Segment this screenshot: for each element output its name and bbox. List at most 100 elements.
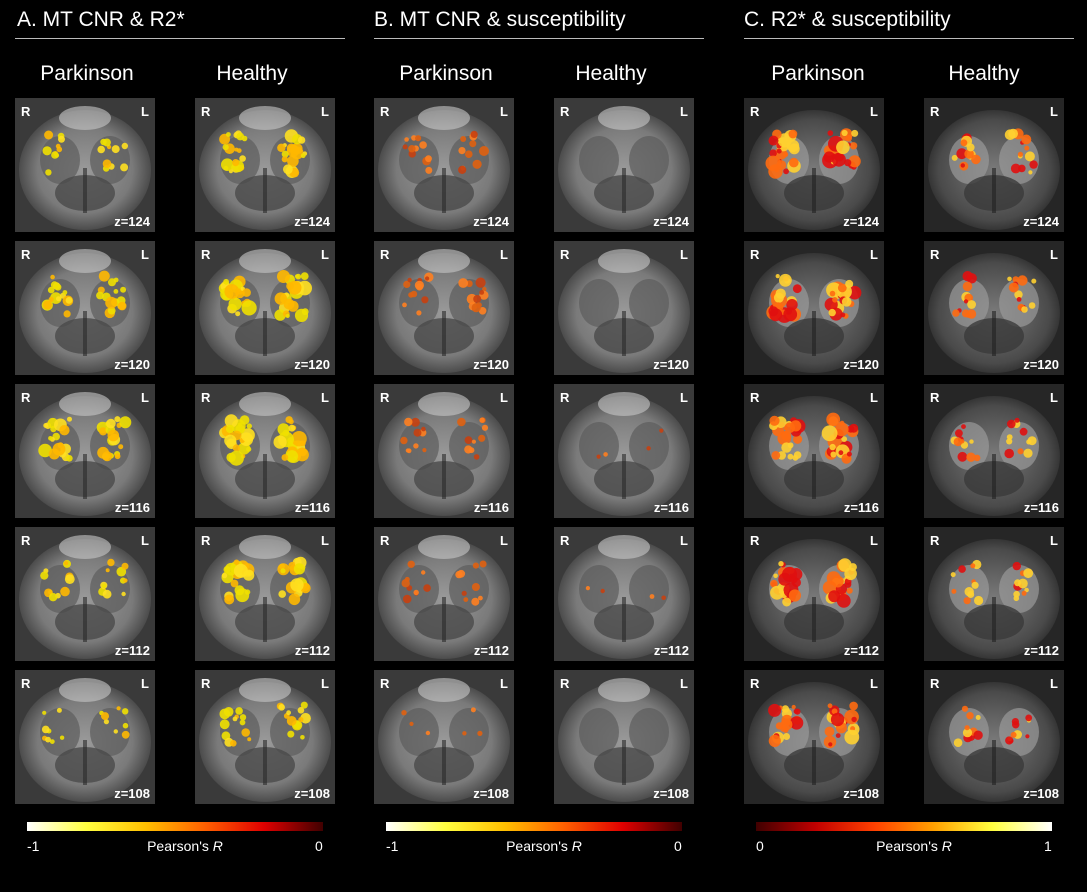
orientation-left-label: L — [141, 247, 149, 262]
brain-image — [554, 527, 694, 661]
orientation-left-label: L — [141, 390, 149, 405]
brain-image — [924, 527, 1064, 661]
orientation-left-label: L — [141, 533, 149, 548]
brain-image — [744, 527, 884, 661]
orientation-right-label: R — [750, 390, 760, 405]
brain-image — [195, 384, 335, 518]
orientation-left-label: L — [680, 104, 688, 119]
orientation-right-label: R — [21, 676, 31, 691]
slice-label: z=120 — [473, 357, 509, 372]
slice-label: z=108 — [653, 786, 689, 801]
colorbar-min-label: 0 — [756, 838, 764, 854]
brain-image — [924, 241, 1064, 375]
orientation-right-label: R — [750, 533, 760, 548]
orientation-left-label: L — [870, 676, 878, 691]
slice-label: z=108 — [114, 786, 150, 801]
orientation-left-label: L — [1050, 676, 1058, 691]
colorbar-min-label: -1 — [386, 838, 399, 854]
colorbar-title: Pearson's R — [484, 838, 604, 854]
orientation-left-label: L — [141, 104, 149, 119]
slice-label: z=124 — [294, 214, 330, 229]
brain-image — [554, 241, 694, 375]
colorbar-max-label: 0 — [315, 838, 323, 854]
colorbar-title-variable: R — [212, 838, 223, 854]
colorbar-title-text: Pearson's — [876, 838, 942, 854]
brain-image — [744, 241, 884, 375]
orientation-right-label: R — [380, 104, 390, 119]
orientation-right-label: R — [201, 676, 211, 691]
panel-c: C. R2* & susceptibility Parkinson Healthy R… — [744, 0, 1074, 892]
title-rule — [15, 38, 345, 39]
brain-image — [554, 670, 694, 804]
brain-image — [374, 670, 514, 804]
slice-label: z=112 — [114, 643, 150, 658]
orientation-right-label: R — [21, 533, 31, 548]
orientation-right-label: R — [930, 676, 940, 691]
orientation-left-label: L — [500, 676, 508, 691]
colorbar-title: Pearson's R — [125, 838, 245, 854]
slice-label: z=112 — [653, 643, 689, 658]
slice-label: z=116 — [294, 500, 330, 515]
colorbar-title-variable: R — [941, 838, 952, 854]
column-header-healthy: Healthy — [948, 62, 1020, 85]
orientation-left-label: L — [680, 676, 688, 691]
brain-image — [195, 670, 335, 804]
colorbar — [386, 822, 682, 831]
orientation-right-label: R — [560, 533, 570, 548]
brain-image — [195, 527, 335, 661]
brain-image — [554, 384, 694, 518]
slice-label: z=120 — [114, 357, 150, 372]
slice-label: z=120 — [653, 357, 689, 372]
orientation-left-label: L — [870, 390, 878, 405]
orientation-right-label: R — [380, 247, 390, 262]
orientation-left-label: L — [321, 247, 329, 262]
colorbar-max-label: 1 — [1044, 838, 1052, 854]
colorbar — [756, 822, 1052, 831]
brain-image — [744, 384, 884, 518]
slice-label: z=124 — [1023, 214, 1059, 229]
orientation-right-label: R — [560, 390, 570, 405]
slice-label: z=124 — [114, 214, 150, 229]
slice-label: z=120 — [294, 357, 330, 372]
column-header-parkinson: Parkinson — [40, 62, 134, 85]
orientation-right-label: R — [750, 676, 760, 691]
panel-b: B. MT CNR & susceptibility Parkinson Healt… — [374, 0, 704, 892]
orientation-left-label: L — [1050, 533, 1058, 548]
slice-label: z=116 — [1023, 500, 1059, 515]
orientation-left-label: L — [870, 104, 878, 119]
orientation-right-label: R — [380, 390, 390, 405]
orientation-left-label: L — [321, 676, 329, 691]
orientation-left-label: L — [500, 390, 508, 405]
orientation-right-label: R — [930, 104, 940, 119]
brain-image — [924, 670, 1064, 804]
brain-image — [744, 670, 884, 804]
slice-label: z=108 — [294, 786, 330, 801]
slice-label: z=112 — [473, 643, 509, 658]
orientation-left-label: L — [1050, 390, 1058, 405]
slice-label: z=124 — [843, 214, 879, 229]
orientation-left-label: L — [500, 247, 508, 262]
orientation-right-label: R — [750, 247, 760, 262]
brain-image — [374, 98, 514, 232]
orientation-right-label: R — [930, 533, 940, 548]
column-header-parkinson: Parkinson — [399, 62, 493, 85]
